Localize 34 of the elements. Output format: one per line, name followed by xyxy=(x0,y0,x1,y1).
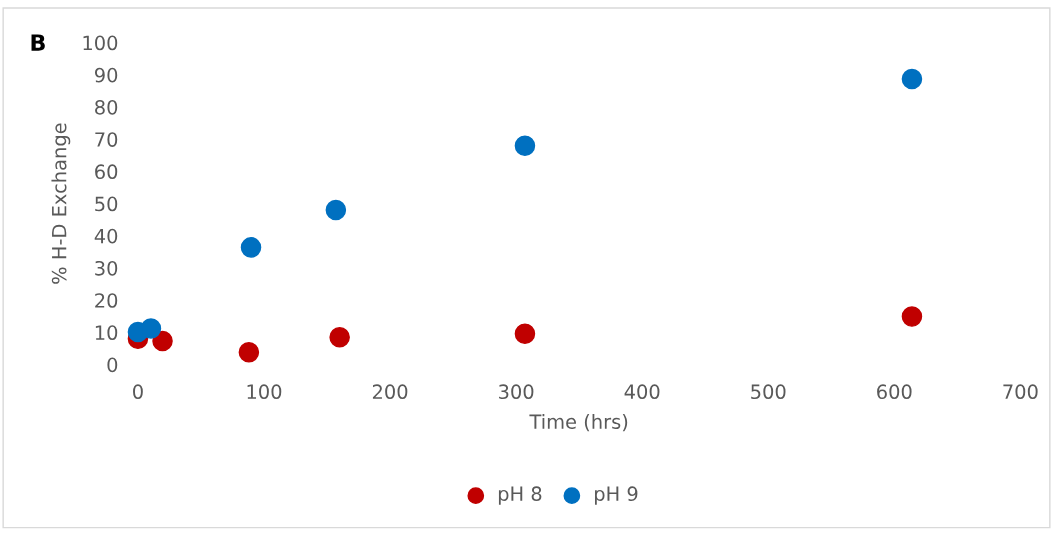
point xyxy=(329,326,350,348)
x-tick-label: 700 xyxy=(1003,384,1038,400)
point xyxy=(152,330,173,352)
point xyxy=(325,199,347,221)
y-tick-label: 50 xyxy=(95,196,118,212)
point xyxy=(901,306,923,327)
x-tick-label: 600 xyxy=(877,384,912,400)
y-tick-label: 20 xyxy=(95,293,118,308)
x-axis-title: Time (hrs) xyxy=(529,413,628,432)
y-tick-label: 10 xyxy=(95,325,118,341)
point xyxy=(140,318,162,339)
point xyxy=(514,323,536,344)
text: B xyxy=(31,34,45,51)
y-tick-label: 70 xyxy=(95,132,118,147)
x-tick-label: 300 xyxy=(499,384,534,400)
x-tick-label: 200 xyxy=(372,384,408,400)
y-tick-label: 60 xyxy=(95,164,118,180)
point xyxy=(901,68,923,90)
x-tick-label: 400 xyxy=(624,384,660,400)
point xyxy=(238,342,260,363)
y-axis-title: % H-D Exchange xyxy=(51,123,71,284)
x-tick-label: 0 xyxy=(133,384,143,400)
point xyxy=(514,135,536,156)
y-tick-label: 100 xyxy=(83,35,118,51)
y-tick-label: 90 xyxy=(94,67,118,83)
legend-label: pH 8 xyxy=(498,486,542,505)
y-tick-label: 40 xyxy=(94,228,118,244)
point xyxy=(240,237,262,258)
y-tick-label: 0 xyxy=(107,357,118,373)
legend-label: pH 9 xyxy=(595,486,638,505)
y-tick-label: 30 xyxy=(95,260,118,276)
y-tick-label: 80 xyxy=(95,99,118,115)
x-tick-label: 500 xyxy=(751,384,786,400)
x-tick-label: 100 xyxy=(247,384,282,400)
